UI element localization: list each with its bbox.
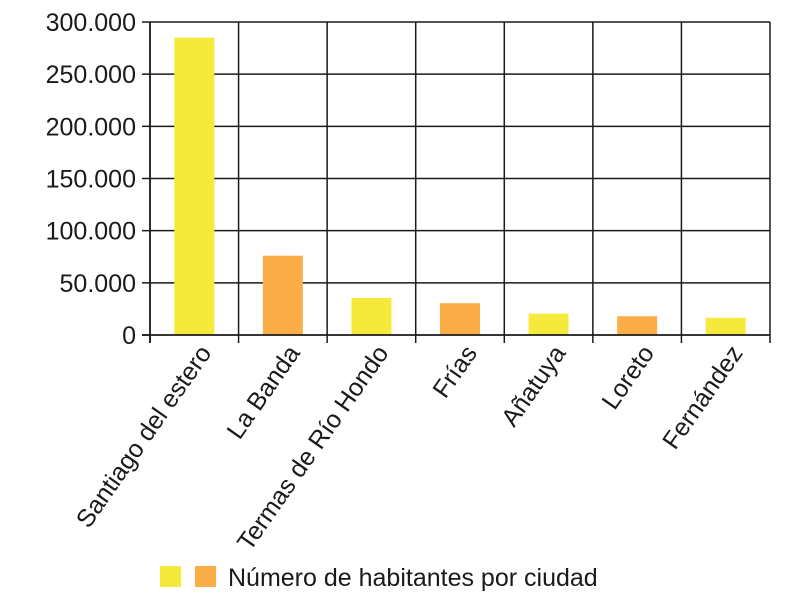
x-tick-label-6: Fernández bbox=[657, 340, 748, 454]
bar-3 bbox=[440, 303, 480, 335]
legend: Número de habitantes por ciudad bbox=[160, 564, 598, 592]
y-tick-label-5: 250.000 bbox=[46, 61, 136, 89]
x-tick-label-0: Santiago del estero bbox=[71, 340, 218, 533]
x-tick-label-4: Añatuya bbox=[496, 340, 572, 431]
bar-6 bbox=[705, 317, 746, 335]
bars bbox=[174, 37, 746, 336]
bar-0 bbox=[174, 37, 215, 336]
x-tick-label-3: Frías bbox=[427, 340, 483, 403]
grid bbox=[150, 21, 771, 335]
legend-label: Número de habitantes por ciudad bbox=[228, 564, 598, 592]
y-tick-label-4: 200.000 bbox=[46, 113, 136, 141]
y-tick-label-6: 300.000 bbox=[46, 9, 136, 37]
x-tick-label-2: Termas de Río Hondo bbox=[232, 340, 394, 555]
bar-4 bbox=[528, 313, 569, 335]
y-tick-label-3: 150.000 bbox=[46, 166, 136, 194]
y-tick-label-1: 50.000 bbox=[60, 270, 136, 298]
bar-1 bbox=[262, 255, 303, 335]
axes bbox=[142, 21, 771, 343]
bar-5 bbox=[617, 316, 658, 335]
x-tick-label-5: Loreto bbox=[596, 340, 660, 414]
bar-2 bbox=[351, 297, 392, 335]
y-tick-label-0: 0 bbox=[122, 322, 136, 350]
y-tick-label-2: 100.000 bbox=[46, 218, 136, 246]
x-tick-label-1: La Banda bbox=[221, 340, 305, 444]
legend-swatch-orange bbox=[195, 566, 216, 587]
y-tick-labels: 0 50.000 100.000 150.000 200.000 250.000 300.0… bbox=[46, 9, 136, 350]
legend-swatch-yellow bbox=[160, 566, 181, 587]
